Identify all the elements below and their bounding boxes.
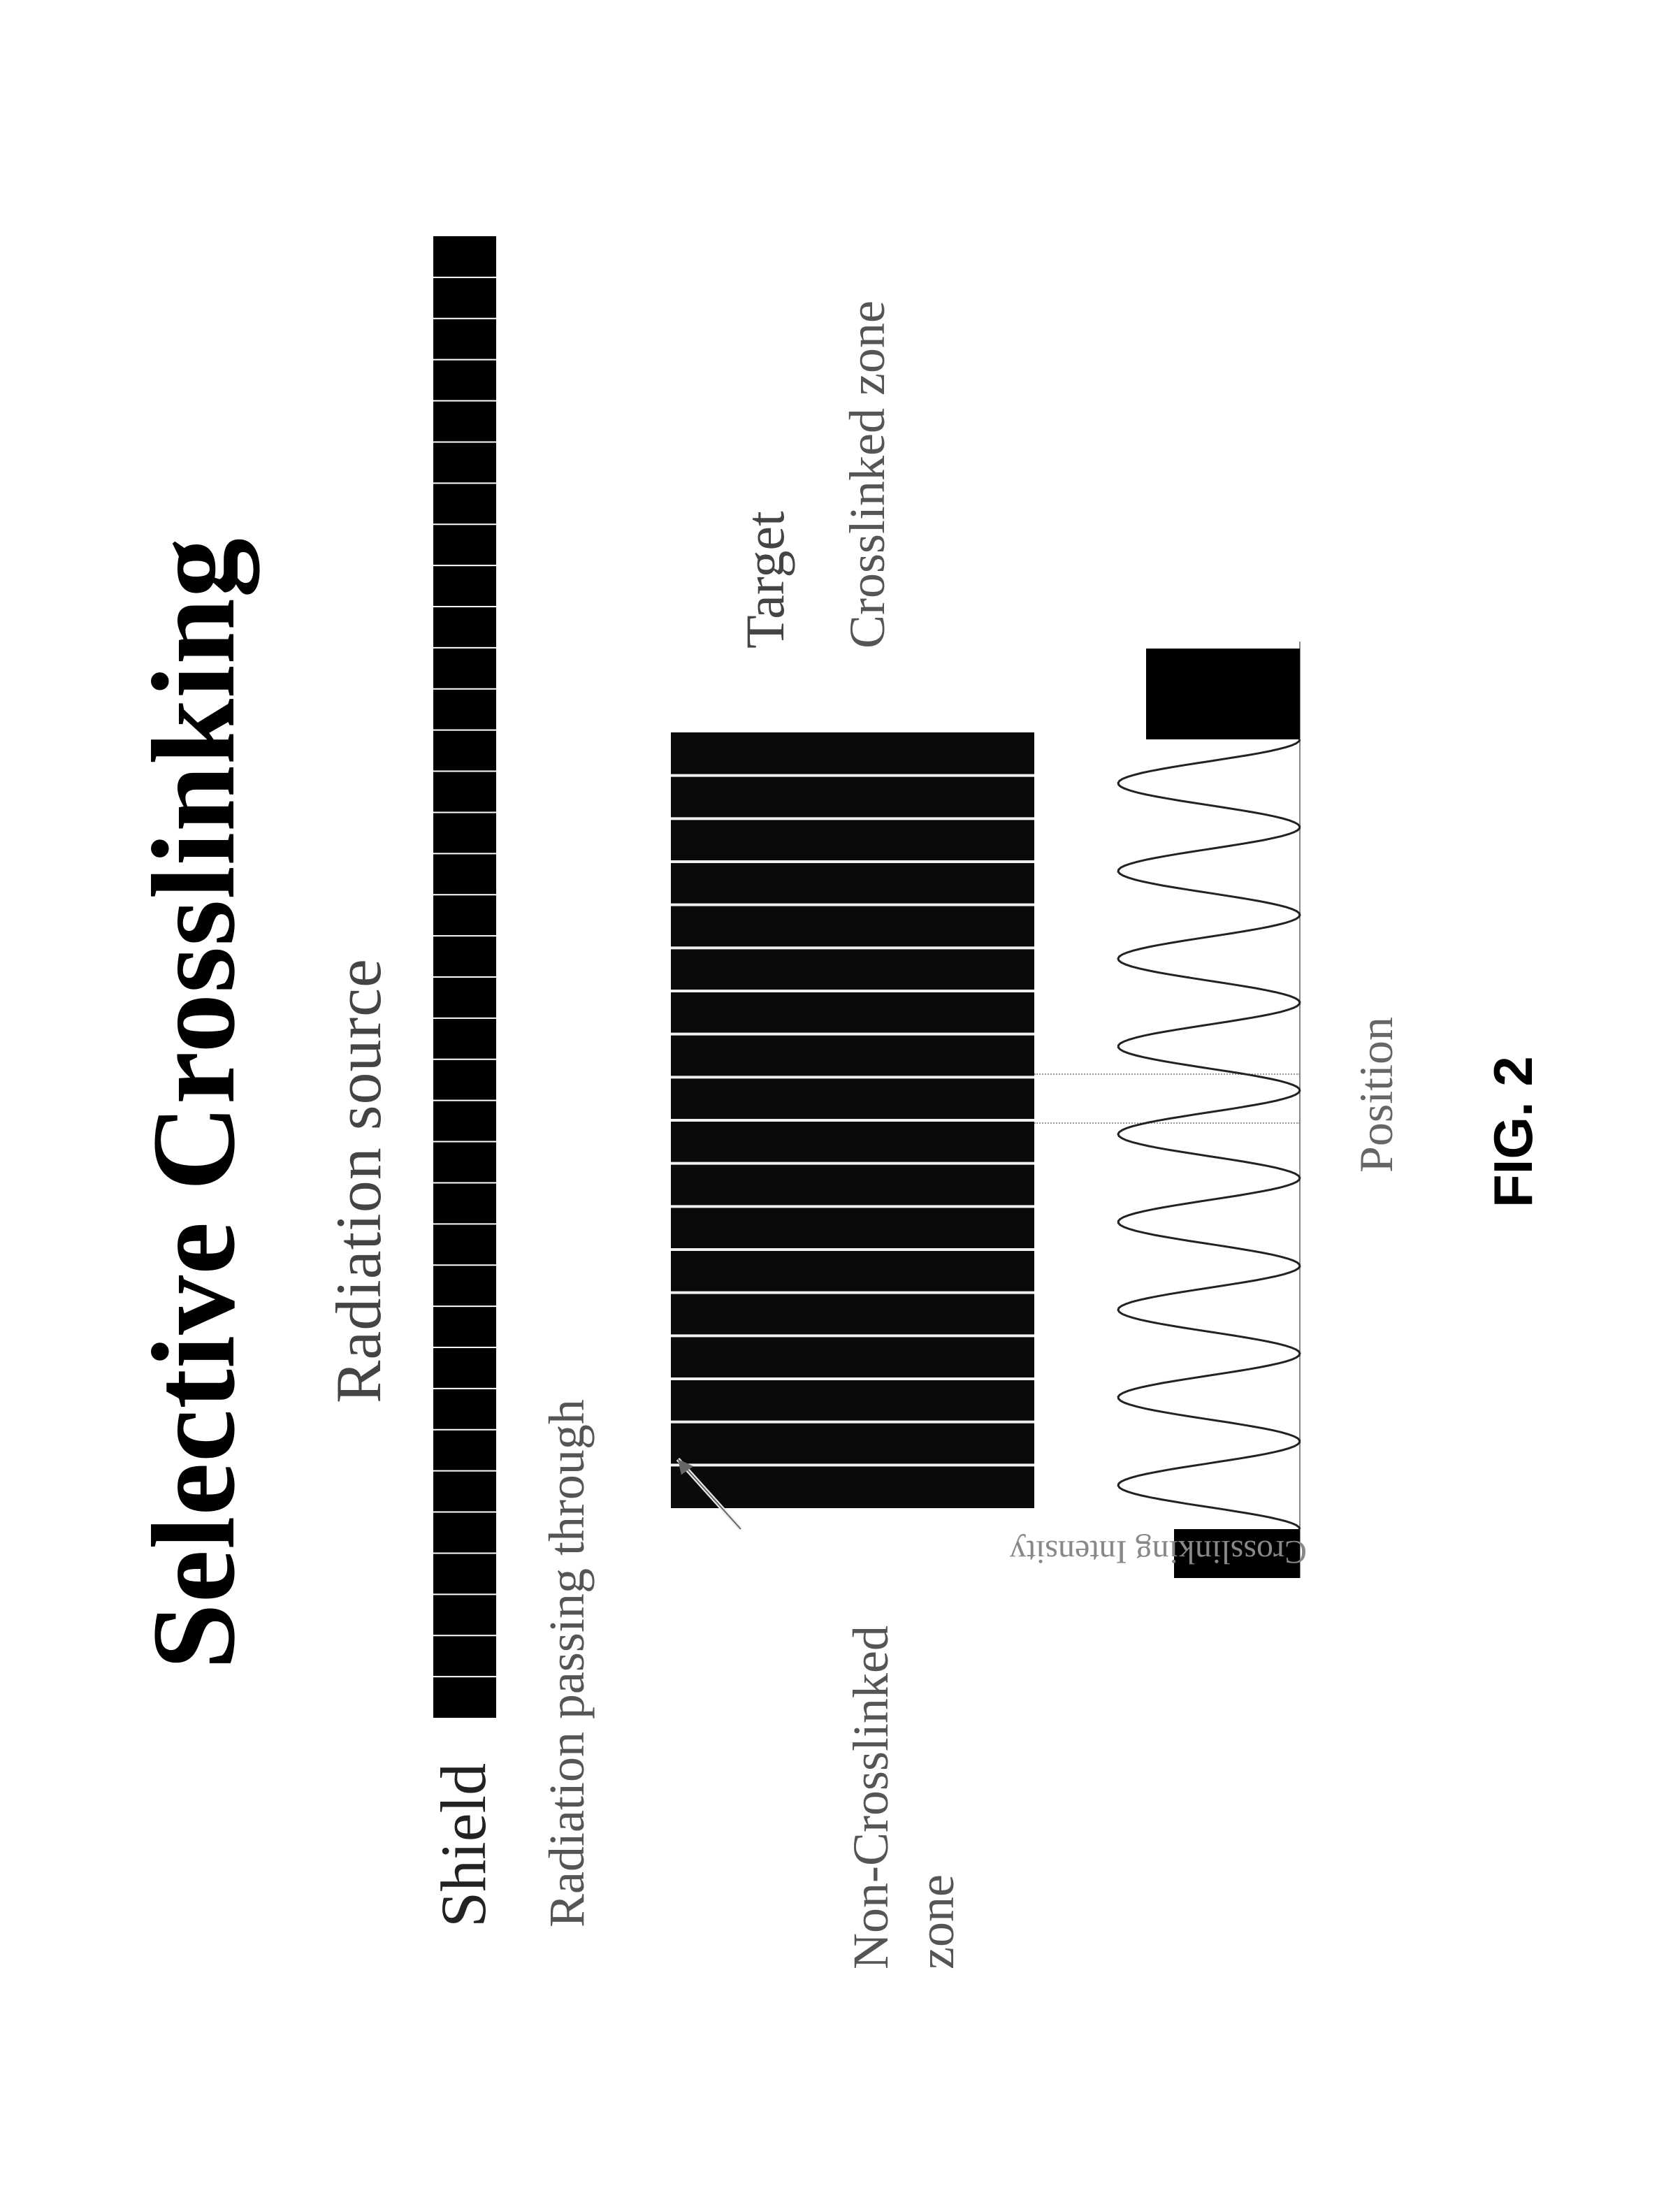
crosslinking-intensity-label: Crosslinking Intensity: [1010, 1533, 1307, 1571]
figure-label: FIG. 2: [1482, 1056, 1545, 1208]
crosslinked-zone-label: Crosslinked zone: [839, 301, 897, 649]
non-crosslinked-line1: Non-Crosslinked: [843, 1626, 899, 1969]
diagram-content: Selective Crosslinking Radiation source …: [0, 0, 1680, 2207]
intensity-plot: [1083, 642, 1328, 1578]
position-axis-label: Position: [1349, 1017, 1404, 1173]
diagram-title: Selective Crosslinking: [126, 0, 262, 2207]
non-crosslinked-zone-label: Non-Crosslinked zone: [839, 1626, 969, 1969]
radiation-source-label: Radiation source: [321, 958, 396, 1403]
target-block: [671, 732, 1034, 1508]
shield-label: Shield: [426, 1763, 500, 1927]
page: Selective Crosslinking Radiation source …: [0, 0, 1680, 2207]
target-label: Target: [734, 511, 797, 649]
shield-bar: [433, 236, 496, 1718]
radiation-passing-label: Radiation passing through: [538, 1399, 596, 1927]
non-crosslinked-line2: zone: [908, 1874, 964, 1969]
